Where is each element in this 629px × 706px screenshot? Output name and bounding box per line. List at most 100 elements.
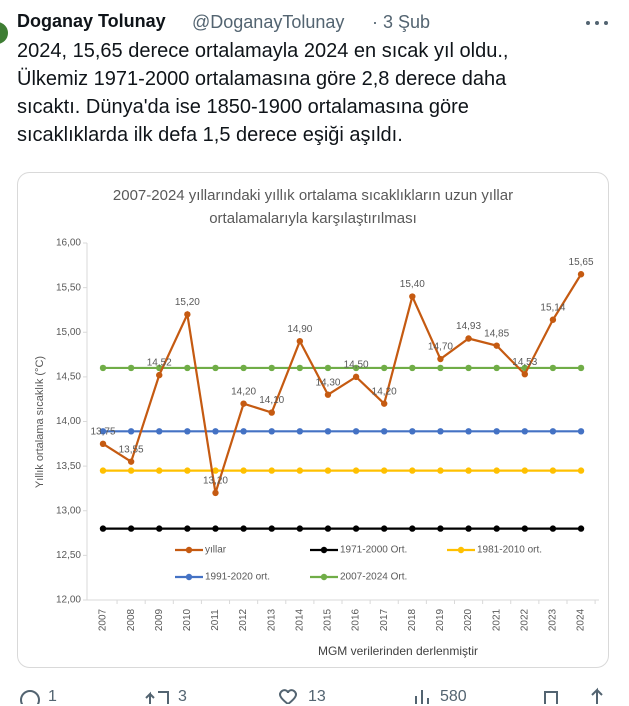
data-label: 14,93 bbox=[456, 321, 481, 332]
x-tick-label: 2010 bbox=[182, 608, 193, 631]
data-point bbox=[184, 311, 191, 318]
bookmark-icon[interactable] bbox=[544, 691, 558, 704]
tweet-date[interactable]: · 3 Şub bbox=[372, 12, 431, 32]
legend-marker bbox=[320, 573, 328, 581]
data-point bbox=[324, 525, 332, 532]
author-handle[interactable]: @DoganayTolunay bbox=[192, 12, 345, 32]
share-icon[interactable] bbox=[591, 687, 603, 704]
data-point bbox=[352, 525, 360, 532]
data-point bbox=[549, 525, 557, 532]
data-point bbox=[465, 335, 472, 342]
data-point bbox=[324, 467, 332, 474]
y-tick-label: 15,50 bbox=[56, 282, 81, 293]
view-count[interactable]: 580 bbox=[440, 688, 467, 705]
data-point bbox=[352, 428, 360, 435]
x-tick-label: 2024 bbox=[576, 608, 587, 631]
data-point bbox=[184, 467, 191, 474]
y-tick-label: 13,50 bbox=[56, 461, 81, 472]
data-point bbox=[352, 467, 360, 474]
data-point bbox=[127, 428, 135, 435]
data-point bbox=[127, 467, 135, 474]
retweet-count[interactable]: 3 bbox=[178, 688, 187, 705]
legend-marker bbox=[185, 546, 193, 554]
data-point bbox=[409, 293, 416, 300]
data-point bbox=[296, 364, 304, 372]
data-point bbox=[465, 467, 472, 474]
chart-title: 2007-2024 yıllarındaki yıllık ortalama s… bbox=[113, 187, 513, 204]
x-tick-label: 2008 bbox=[126, 608, 137, 631]
x-tick-label: 2013 bbox=[266, 608, 277, 631]
data-label: 14,30 bbox=[315, 377, 340, 388]
x-tick-label: 2007 bbox=[98, 608, 109, 631]
data-label: 14,70 bbox=[428, 342, 453, 353]
chart[interactable]: 2007-2024 yıllarındaki yıllık ortalama s… bbox=[17, 172, 609, 668]
more-button[interactable] bbox=[584, 18, 610, 28]
views-icon[interactable] bbox=[415, 690, 429, 704]
data-point bbox=[577, 428, 585, 435]
chart-title: ortalamalarıyla karşılaştırılması bbox=[209, 210, 417, 227]
data-point bbox=[296, 428, 304, 435]
data-point bbox=[99, 428, 107, 435]
data-point bbox=[127, 458, 135, 465]
data-point bbox=[493, 428, 500, 435]
data-point bbox=[212, 525, 219, 532]
data-point bbox=[212, 364, 219, 372]
avatar[interactable] bbox=[0, 22, 8, 44]
data-point bbox=[240, 400, 247, 407]
data-point bbox=[127, 525, 135, 532]
x-tick-label: 2011 bbox=[210, 609, 221, 631]
legend-marker bbox=[320, 546, 328, 554]
data-point bbox=[465, 428, 472, 435]
data-point bbox=[99, 364, 107, 372]
legend-label: 1981-2010 ort. bbox=[477, 545, 542, 556]
data-point bbox=[493, 467, 500, 474]
data-point bbox=[465, 364, 472, 372]
data-point bbox=[521, 525, 528, 532]
like-icon[interactable] bbox=[279, 689, 297, 704]
data-point bbox=[268, 364, 275, 372]
data-point bbox=[352, 364, 360, 372]
data-point bbox=[212, 489, 219, 497]
reply-icon[interactable] bbox=[20, 690, 40, 704]
data-point bbox=[437, 364, 444, 372]
reply-count[interactable]: 1 bbox=[48, 688, 57, 705]
data-label: 14,85 bbox=[484, 328, 509, 339]
data-point bbox=[324, 364, 332, 372]
data-point bbox=[296, 337, 304, 345]
data-point bbox=[184, 364, 191, 372]
y-tick-label: 16,00 bbox=[56, 238, 81, 249]
author-name[interactable]: Doganay Tolunay bbox=[17, 11, 166, 31]
legend-marker bbox=[185, 573, 193, 581]
data-point bbox=[156, 371, 163, 379]
data-point bbox=[493, 342, 500, 349]
data-point bbox=[409, 428, 416, 435]
data-point bbox=[268, 409, 275, 416]
legend-label: 1991-2020 ort. bbox=[205, 572, 270, 583]
x-tick-label: 2018 bbox=[407, 608, 418, 631]
chart-frame bbox=[17, 172, 609, 668]
data-point bbox=[296, 525, 304, 532]
data-label: 15,40 bbox=[400, 279, 425, 290]
data-label: 14,53 bbox=[512, 357, 537, 368]
action-bar bbox=[20, 687, 603, 704]
data-point bbox=[268, 467, 275, 474]
tweet-text: sıcaktı. Dünya'da ise 1850-1900 ortalama… bbox=[17, 96, 469, 118]
data-point bbox=[521, 467, 528, 474]
data-point bbox=[240, 467, 247, 474]
like-count[interactable]: 13 bbox=[308, 688, 326, 705]
data-point bbox=[268, 428, 275, 435]
data-label: 14,50 bbox=[344, 360, 369, 371]
data-label: 14,10 bbox=[259, 395, 284, 406]
series-line bbox=[102, 273, 582, 494]
data-point bbox=[437, 525, 444, 532]
data-point bbox=[577, 271, 585, 278]
y-tick-label: 14,50 bbox=[56, 372, 81, 383]
data-point bbox=[212, 467, 219, 474]
data-point bbox=[296, 467, 304, 474]
data-point bbox=[381, 467, 388, 474]
tweet-text: 2024, 15,65 derece ortalamayla 2024 en s… bbox=[17, 40, 509, 62]
retweet-icon[interactable] bbox=[145, 691, 169, 704]
data-point bbox=[156, 525, 163, 532]
data-label: 13,55 bbox=[119, 444, 144, 455]
data-point bbox=[184, 428, 191, 435]
